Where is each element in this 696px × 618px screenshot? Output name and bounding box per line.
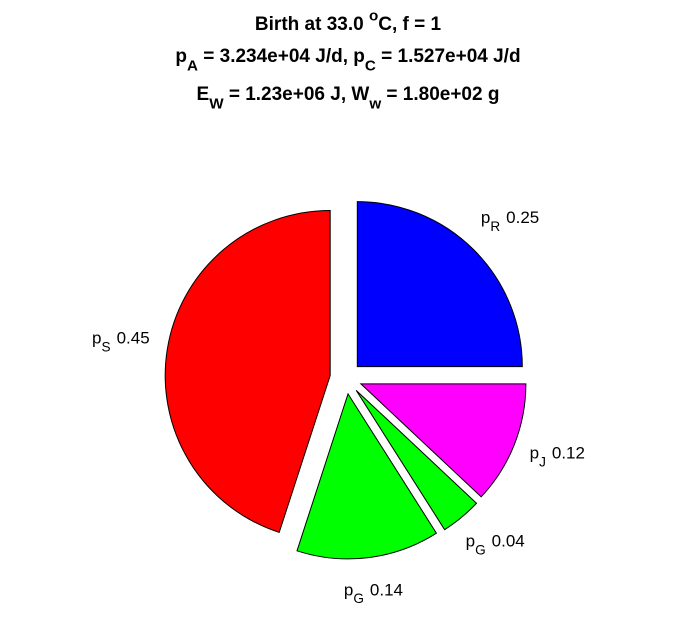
slice-value: 0.04 bbox=[492, 532, 525, 551]
chart-title: pA = 3.234e+04 J/d, pC = 1.527e+04 J/d bbox=[175, 46, 520, 75]
slice-value: 0.45 bbox=[117, 329, 150, 348]
text-segment: p bbox=[344, 580, 353, 599]
text-segment: = 1.527e+04 J/d bbox=[376, 46, 521, 67]
text-segment: = 1.80e+02 g bbox=[381, 84, 499, 105]
slice-label: pG 0.04 bbox=[466, 532, 525, 558]
text-segment: = 1.23e+06 J, W bbox=[224, 84, 370, 105]
text-segment: J bbox=[539, 454, 546, 469]
text-segment: S bbox=[102, 339, 111, 354]
text-segment: C, f = 1 bbox=[378, 14, 441, 35]
text-segment: R bbox=[490, 219, 500, 234]
text-segment: E bbox=[197, 84, 210, 105]
text-segment: = 3.234e+04 J/d, p bbox=[198, 46, 365, 67]
slice-value: 0.14 bbox=[370, 580, 403, 599]
text-segment: Birth at 33.0 bbox=[255, 14, 369, 35]
chart-title: Birth at 33.0 oC, f = 1 bbox=[255, 8, 442, 36]
text-segment: p bbox=[530, 444, 539, 463]
slice-label: pJ 0.12 bbox=[530, 444, 585, 470]
text-segment: p bbox=[481, 208, 490, 227]
text-segment: p bbox=[92, 329, 101, 348]
pie-slice bbox=[355, 389, 478, 531]
pie-slice bbox=[296, 392, 438, 560]
pie-slice bbox=[356, 201, 523, 368]
pie-slice bbox=[164, 209, 331, 534]
text-segment: p bbox=[466, 532, 475, 551]
slice-label: pG 0.14 bbox=[344, 580, 403, 606]
text-segment: G bbox=[353, 591, 364, 606]
text-segment: A bbox=[187, 58, 198, 75]
text-segment: p bbox=[175, 46, 187, 67]
slice-value: 0.25 bbox=[506, 208, 539, 227]
slice-label: pS 0.45 bbox=[92, 329, 150, 355]
text-segment: C bbox=[365, 58, 376, 75]
slice-value: 0.12 bbox=[552, 444, 585, 463]
text-segment: G bbox=[475, 542, 486, 557]
slice-label: pR 0.25 bbox=[481, 208, 539, 234]
chart-title: EW = 1.23e+06 J, Ww = 1.80e+02 g bbox=[197, 84, 500, 113]
pie-slice bbox=[359, 383, 527, 498]
text-segment: W bbox=[209, 96, 224, 113]
text-segment: w bbox=[368, 96, 381, 113]
text-segment: o bbox=[369, 8, 378, 25]
